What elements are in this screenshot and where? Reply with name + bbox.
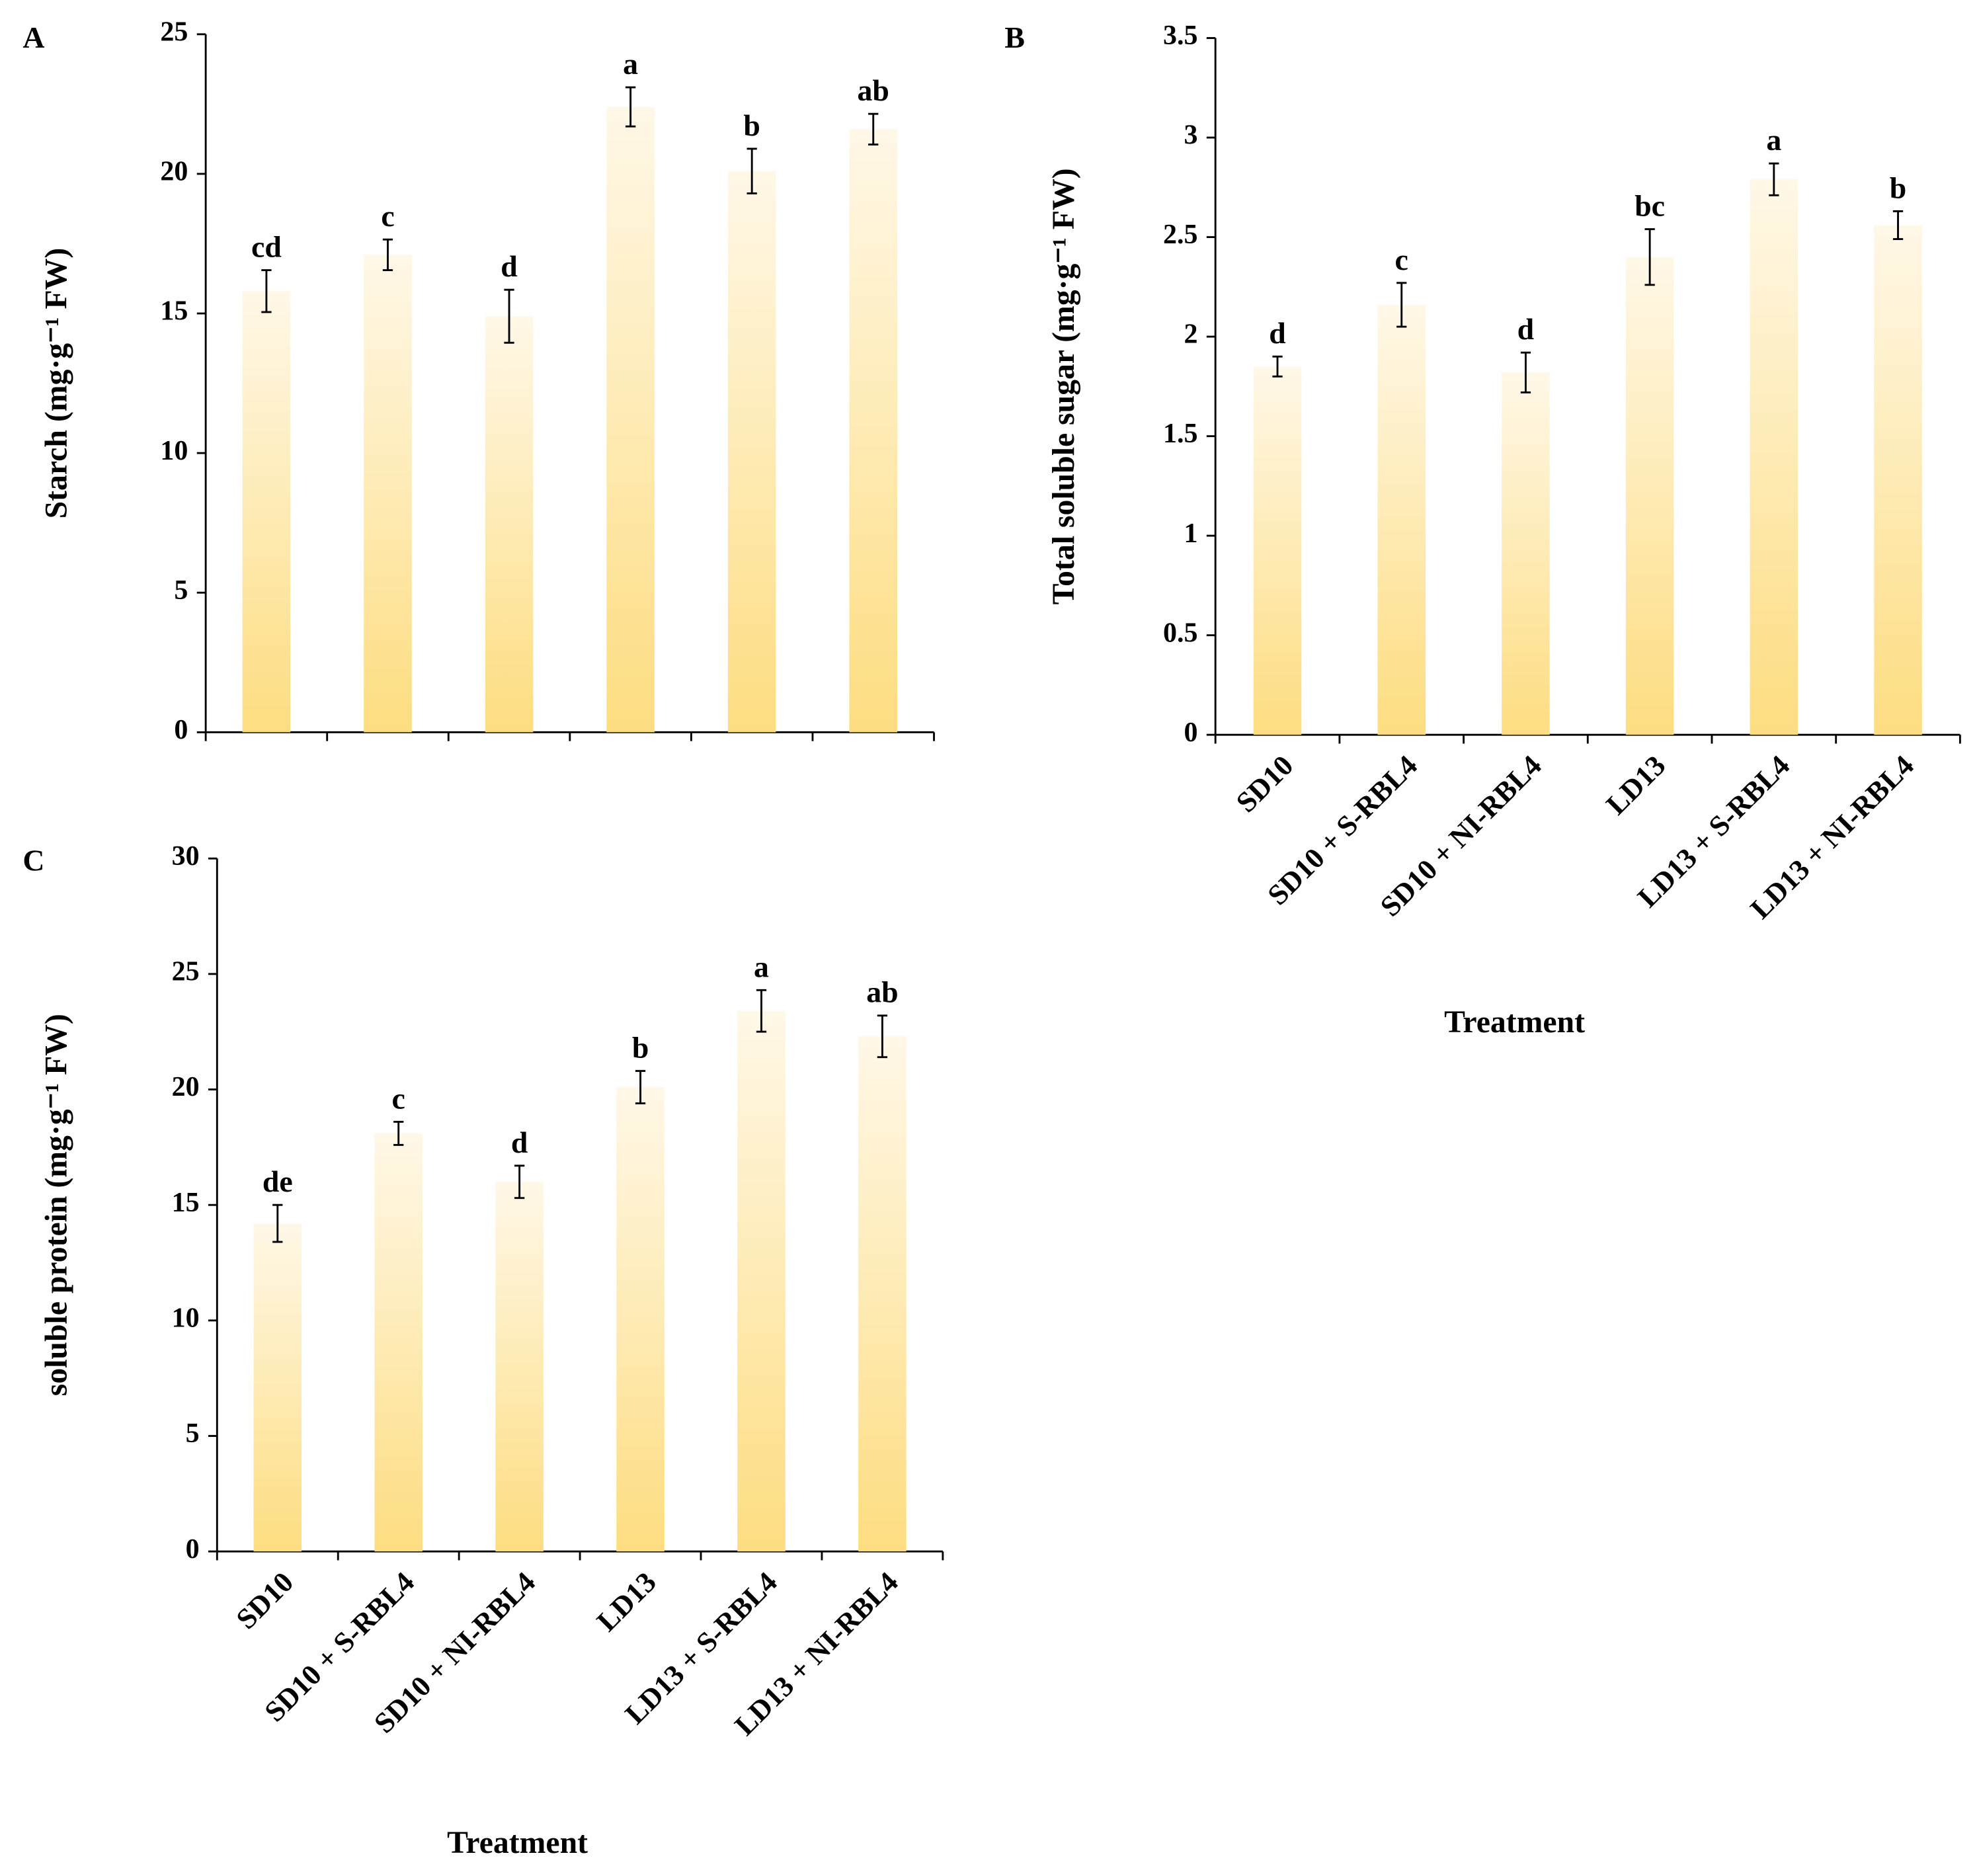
error-bar [514,1164,525,1200]
significance-letter: d [511,1125,528,1159]
significance-letter: de [263,1164,293,1198]
bar [374,1133,423,1552]
bar [1253,366,1302,735]
significance-letter: ab [866,975,898,1009]
bar [606,106,655,733]
panel-label: B [1004,20,1025,54]
error-bar [1644,228,1655,286]
significance-letter: d [501,249,517,283]
bar [253,1223,302,1552]
y-axis-label: Starch (mg·g⁻¹ FW) [39,248,74,519]
y-axis-label: Total soluble sugar (mg·g⁻¹ FW) [1046,168,1081,604]
error-bar [625,86,636,128]
error-bar [393,1121,404,1146]
y-tick-label: 0.5 [1163,618,1197,648]
significance-letter: d [1269,316,1285,350]
y-tick-label: 0 [1184,717,1197,748]
error-bar [747,147,757,194]
panel-label: A [22,20,44,54]
significance-letter: cd [251,230,282,264]
y-tick-label: 2 [1184,319,1197,350]
error-bar [877,1014,888,1059]
significance-letter: a [1766,123,1781,157]
significance-letter: d [1517,312,1534,346]
bar [727,171,776,733]
error-bar [1520,351,1531,393]
error-bar [1272,355,1283,378]
y-tick-label: 10 [172,1303,200,1334]
bar [242,291,291,733]
significance-letter: ab [858,73,889,107]
error-bar [272,1203,283,1243]
x-tick-label: LD13 [591,1566,663,1637]
x-axis-label: Treatment [447,1825,588,1860]
error-bar [382,238,393,272]
y-tick-label: 25 [160,17,188,47]
y-tick-label: 1 [1184,518,1197,549]
y-tick-label: 10 [160,436,188,466]
x-tick-label: LD13 [1600,749,1672,821]
bar [495,1182,544,1552]
significance-letter: b [632,1031,649,1065]
panel-label: C [22,843,44,877]
significance-letter: a [754,950,769,983]
significance-letter: c [1395,243,1408,276]
bar [1874,225,1922,735]
y-tick-label: 3.5 [1163,20,1197,51]
bar [1750,179,1798,735]
y-tick-label: 20 [172,1072,200,1102]
y-tick-label: 0 [174,715,188,745]
y-tick-label: 2.5 [1163,220,1197,250]
y-axis-label: soluble protein (mg·g⁻¹ FW) [39,1014,74,1396]
significance-letter: b [743,108,760,142]
error-bar [1892,210,1904,241]
y-tick-label: 15 [172,1188,200,1218]
y-tick-label: 3 [1184,120,1197,151]
bar [1377,304,1426,735]
x-tick-label: SD10 [230,1566,300,1635]
bar [485,316,534,733]
error-bar [756,989,767,1033]
significance-letter: bc [1635,189,1665,223]
y-tick-label: 15 [160,296,188,327]
y-tick-label: 20 [160,157,188,187]
error-bar [261,269,272,313]
error-bar [635,1070,646,1104]
bar [364,255,412,733]
error-bar [1396,282,1407,328]
bar [737,1010,786,1552]
y-tick-label: 1.5 [1163,419,1197,449]
significance-letter: b [1890,171,1906,204]
y-tick-label: 5 [174,575,188,606]
bar [858,1036,907,1552]
bar [849,129,897,733]
significance-letter: a [623,47,638,81]
y-tick-label: 30 [172,841,200,872]
bar [1625,257,1674,735]
bar [616,1087,665,1552]
error-bar [1769,162,1779,196]
y-tick-label: 5 [186,1418,200,1449]
x-axis-label: Treatment [1444,1004,1585,1040]
error-bar [504,288,514,344]
y-tick-label: 0 [186,1534,200,1565]
x-tick-label: SD10 [1231,749,1300,819]
significance-letter: c [392,1081,405,1115]
bar [1502,372,1550,735]
y-tick-label: 25 [172,957,200,987]
significance-letter: c [381,199,394,233]
error-bar [868,112,879,146]
